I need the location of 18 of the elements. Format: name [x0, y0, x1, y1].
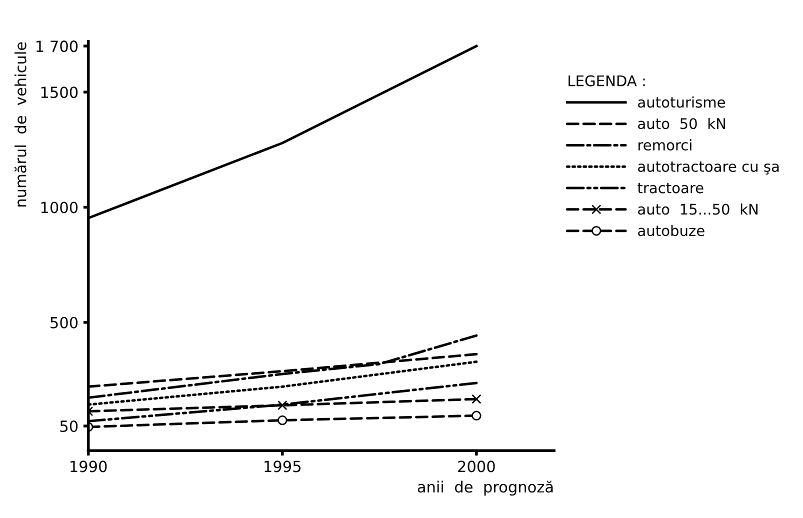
legend-label: auto 15...50 kN [638, 203, 758, 215]
y-tick-label: 500 [50, 316, 78, 328]
y-tick-label: 1000 [41, 202, 78, 214]
legend-label: auto 50 kN [638, 118, 726, 130]
y-axis-title: numărul de vehicule [14, 42, 26, 206]
y-tick-label: 1 700 [36, 40, 78, 52]
legend-label: autotractoare cu şa [638, 161, 779, 175]
x-axis-title: anii de prognoză [418, 480, 553, 496]
x-tick-label: 1990 [70, 460, 107, 472]
legend-label: remorci [638, 139, 692, 151]
legend-label: autoturisme [638, 96, 726, 108]
legend-title: LEGENDA : [568, 75, 645, 86]
legend-label: tractoare [638, 182, 704, 194]
legend-label: autobuze [638, 224, 704, 236]
x-tick-label: 1995 [264, 460, 300, 472]
y-tick-label: 50 [60, 420, 78, 432]
y-tick-label: 1500 [41, 86, 78, 98]
x-tick-label: 2000 [458, 460, 495, 472]
